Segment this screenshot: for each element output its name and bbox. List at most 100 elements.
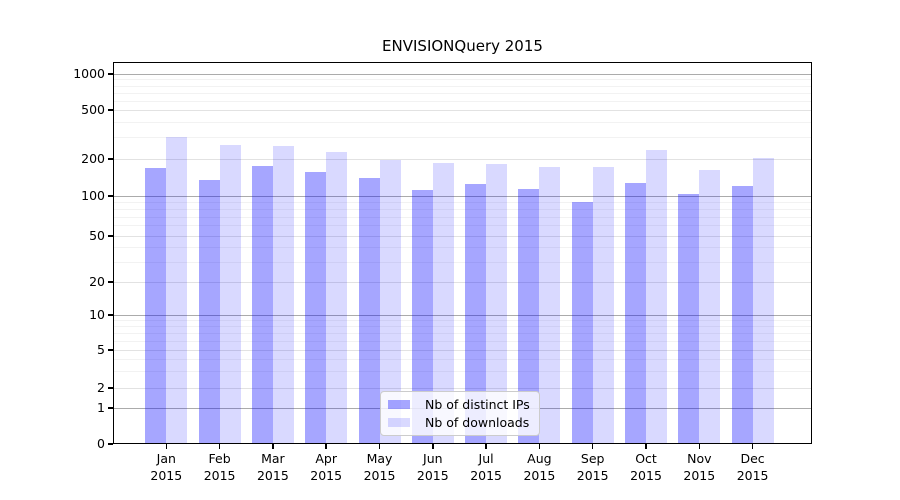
x-tick-year: 2015 <box>310 467 343 483</box>
x-tick-month: Mar <box>261 451 285 466</box>
bar-distinct-ips-feb <box>198 179 220 444</box>
y-tick-mark-0 <box>108 443 113 445</box>
x-tick-mark-dec <box>751 444 754 449</box>
legend-label-downloads: Nb of downloads <box>425 415 530 430</box>
y-tick-label-1000: 1000 <box>73 66 105 81</box>
x-tick-year: 2015 <box>470 467 502 483</box>
bar-distinct-ips-mar <box>251 166 273 444</box>
y-tick-label-500: 500 <box>81 102 105 117</box>
bar-downloads-jan <box>166 137 188 444</box>
y-gridline-20 <box>113 282 812 283</box>
y-tick-label-5: 5 <box>97 342 105 357</box>
bar-distinct-ips-aug <box>518 188 540 444</box>
x-tick-year: 2015 <box>416 467 449 483</box>
y-tick-label-10: 10 <box>89 307 105 322</box>
x-tick-month: Jan <box>156 451 176 466</box>
y-gridline-500 <box>113 110 812 111</box>
y-gridline-minor-400 <box>113 121 812 123</box>
x-tick-month: Dec <box>740 451 765 466</box>
y-tick-label-1: 1 <box>97 400 105 415</box>
y-tick-mark-1 <box>108 407 113 409</box>
y-gridline-minor-60 <box>113 225 812 227</box>
legend-swatch-downloads <box>388 418 410 427</box>
legend-row-distinct-ips: Nb of distinct IPs <box>388 397 530 412</box>
y-gridline-minor-3 <box>113 371 812 373</box>
y-tick-label-0: 0 <box>97 436 105 451</box>
y-gridline-minor-300 <box>113 137 812 139</box>
y-tick-label-20: 20 <box>89 274 105 289</box>
bar-distinct-ips-apr <box>305 171 327 444</box>
y-gridline-minor-800 <box>113 85 812 87</box>
y-tick-label-100: 100 <box>81 188 105 203</box>
y-gridline-minor-6 <box>113 340 812 342</box>
x-tick-mark-jul <box>485 444 487 449</box>
x-tick-mark-feb <box>218 444 221 449</box>
x-tick-label-jan: Jan 2015 <box>134 451 198 484</box>
y-gridline-minor-40 <box>113 247 812 249</box>
x-tick-month: May <box>366 451 393 466</box>
x-tick-year: 2015 <box>576 467 609 483</box>
x-tick-year: 2015 <box>683 467 716 483</box>
y-gridline-50 <box>113 236 812 237</box>
bar-downloads-may <box>379 160 401 444</box>
legend-swatch-distinct-ips <box>388 400 410 409</box>
y-gridline-minor-7 <box>113 333 812 334</box>
y-tick-label-50: 50 <box>89 228 105 243</box>
y-gridline-2 <box>113 388 812 389</box>
y-gridline-minor-30 <box>113 261 812 263</box>
x-tick-mark-oct <box>645 444 647 449</box>
y-gridline-minor-70 <box>113 216 812 218</box>
x-tick-year: 2015 <box>630 467 662 483</box>
bar-downloads-jul <box>486 163 508 444</box>
x-tick-mark-nov <box>698 444 701 449</box>
y-gridline-1000 <box>113 74 812 75</box>
x-tick-label-mar: Mar 2015 <box>241 451 305 484</box>
x-tick-label-jun: Jun 2015 <box>401 451 465 484</box>
y-tick-label-200: 200 <box>81 151 105 166</box>
x-tick-month: Sep <box>580 451 605 466</box>
plot-area: Nb of distinct IPs Nb of downloads <box>113 62 812 444</box>
y-tick-mark-20 <box>108 281 113 283</box>
bar-distinct-ips-sep <box>571 202 593 444</box>
chart-title: ENVISIONQuery 2015 <box>382 37 543 55</box>
y-gridline-minor-600 <box>113 100 812 102</box>
y-gridline-minor-90 <box>113 202 812 204</box>
bar-distinct-ips-oct <box>625 183 646 444</box>
x-tick-label-aug: Aug 2015 <box>507 451 571 484</box>
y-gridline-minor-700 <box>113 92 812 94</box>
x-tick-month: Oct <box>635 451 657 466</box>
x-tick-year: 2015 <box>203 467 236 483</box>
x-tick-label-apr: Apr 2015 <box>294 451 358 484</box>
x-tick-month: Apr <box>315 451 337 466</box>
y-tick-mark-100 <box>108 195 113 197</box>
y-tick-mark-5 <box>108 349 113 351</box>
legend-row-downloads: Nb of downloads <box>388 415 530 430</box>
bar-distinct-ips-may <box>358 178 380 444</box>
bar-distinct-ips-jun <box>411 190 433 444</box>
x-tick-mark-sep <box>591 444 594 449</box>
x-tick-label-may: May 2015 <box>348 451 412 484</box>
bar-distinct-ips-jan <box>145 167 167 444</box>
x-tick-year: 2015 <box>256 467 289 483</box>
x-tick-mark-jan <box>165 444 168 449</box>
y-gridline-200 <box>113 159 812 160</box>
y-tick-mark-500 <box>108 109 113 111</box>
bar-downloads-sep <box>592 166 614 444</box>
y-tick-label-2: 2 <box>97 380 105 395</box>
y-gridline-minor-80 <box>113 208 812 210</box>
legend: Nb of distinct IPs Nb of downloads <box>380 391 540 436</box>
x-tick-label-nov: Nov 2015 <box>667 451 731 484</box>
y-tick-mark-200 <box>108 158 113 160</box>
y-gridline-100 <box>113 196 812 197</box>
y-gridline-5 <box>113 350 812 351</box>
bar-downloads-aug <box>539 167 561 444</box>
x-tick-mark-mar <box>272 444 274 449</box>
x-tick-month: Feb <box>208 451 231 466</box>
bar-downloads-oct <box>646 150 667 444</box>
x-tick-year: 2015 <box>736 467 769 483</box>
y-tick-mark-10 <box>108 314 113 316</box>
bar-distinct-ips-jul <box>465 183 487 444</box>
bar-downloads-feb <box>219 144 241 444</box>
x-tick-month: Nov <box>687 451 712 466</box>
bar-downloads-jun <box>432 162 454 444</box>
